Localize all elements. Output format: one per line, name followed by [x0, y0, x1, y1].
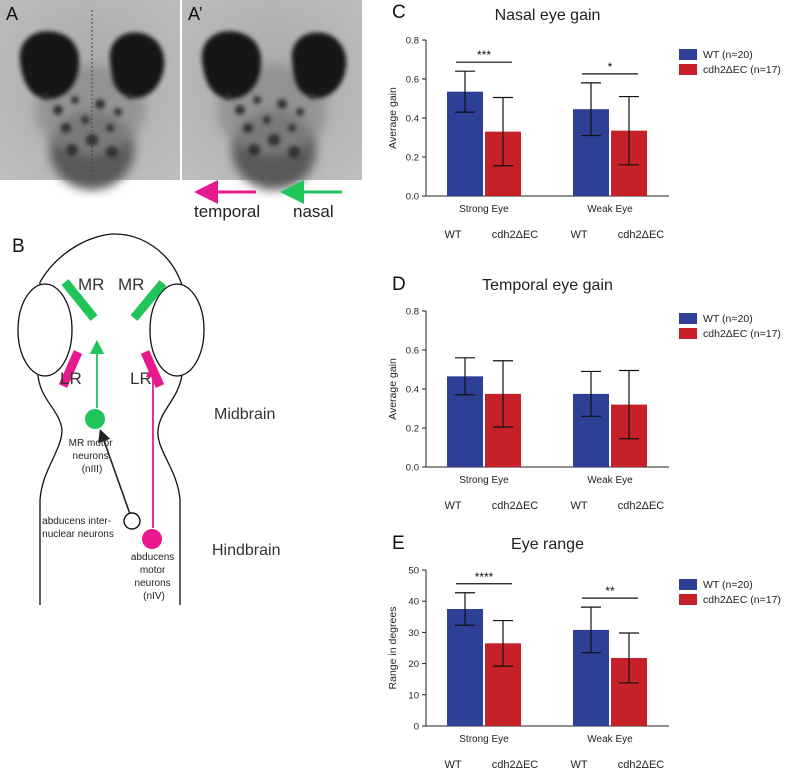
y-tick-label: 30 [408, 628, 419, 639]
y-tick-label: 10 [408, 690, 419, 701]
charts-group: C Nasal eye gain 0.0 0.2 0.4 0.6 0.8 Average ga… [387, 2, 781, 768]
lr-muscle-left [58, 350, 83, 388]
panel-a-prime-image: A’ [182, 0, 362, 190]
group-label: WT [570, 500, 587, 512]
y-tick-label: 40 [408, 597, 419, 608]
left-eye-outline [17, 283, 73, 377]
group-label: cdh2ΔEC [618, 500, 665, 512]
internuclear-arrow-icon [98, 428, 131, 515]
y-tick-label: 0.4 [406, 114, 419, 125]
significance-label: **** [475, 570, 494, 584]
panel-b-schematic: B MR MR LR LR MR motor neurons (nIII) ab… [12, 233, 280, 605]
y-tick-label: 0.6 [406, 346, 419, 357]
panel-label: E [392, 533, 405, 554]
internuclear-neuron-icon [123, 512, 141, 530]
significance-label: *** [477, 48, 491, 62]
category-label: Weak Eye [587, 734, 633, 745]
significance-label: ** [605, 584, 615, 598]
group-label: cdh2ΔEC [492, 500, 539, 512]
group-label: cdh2ΔEC [618, 229, 665, 241]
group-label: WT [570, 759, 587, 768]
panel-a-image: A [0, 0, 180, 190]
nasal-label: nasal [293, 202, 334, 221]
y-tick-label: 0 [414, 722, 419, 733]
temporal-label: temporal [194, 202, 260, 221]
bar [447, 609, 483, 726]
legend-swatch [679, 49, 697, 60]
legend-label: cdh2ΔEC (n=17) [703, 328, 781, 340]
legend-label: cdh2ΔEC (n=17) [703, 64, 781, 76]
group-label: WT [444, 500, 461, 512]
legend-swatch [679, 64, 697, 75]
group-label: cdh2ΔEC [492, 229, 539, 241]
legend-label: WT (n=20) [703, 49, 753, 61]
legend-label: cdh2ΔEC (n=17) [703, 594, 781, 606]
category-label: Strong Eye [459, 475, 509, 486]
significance-label: * [608, 60, 613, 74]
panel-label: C [392, 2, 406, 23]
legend-label: WT (n=20) [703, 579, 753, 591]
chart-title: Temporal eye gain [482, 277, 613, 294]
legend-swatch [679, 594, 697, 605]
legend-swatch [679, 579, 697, 590]
y-tick-label: 0.6 [406, 75, 419, 86]
abducens-motor-neuron-icon [142, 529, 162, 549]
mr-muscle-left [61, 279, 98, 321]
lr-label-left: LR [60, 369, 82, 388]
mr-label-right: MR [118, 275, 144, 294]
panel-label-b: B [12, 236, 25, 257]
chart-e: E Eye range 0 10 20 30 40 50 Range in degrees WT c… [387, 533, 781, 768]
category-label: Strong Eye [459, 734, 509, 745]
abducens-motor-label: abducens motor neurons (nIV) [131, 552, 177, 602]
y-axis-label: Average gain [387, 87, 399, 149]
group-label: cdh2ΔEC [492, 759, 539, 768]
lr-label-right: LR [130, 369, 152, 388]
legend-swatch [679, 313, 697, 324]
chart-title: Nasal eye gain [495, 7, 601, 24]
direction-arrows: temporal nasal [194, 180, 342, 221]
internuclear-label: abducens inter- nuclear neurons [42, 516, 114, 540]
y-tick-label: 0.8 [406, 36, 419, 47]
mr-muscle-right [130, 280, 167, 321]
legend-label: WT (n=20) [703, 313, 753, 325]
legend-swatch [679, 328, 697, 339]
y-tick-label: 0.2 [406, 153, 419, 164]
category-label: Weak Eye [587, 204, 633, 215]
group-label: WT [444, 229, 461, 241]
chart-d: D Temporal eye gain 0.0 0.2 0.4 0.6 0.8 Average… [387, 274, 781, 512]
y-tick-label: 0.8 [406, 307, 419, 318]
right-eye-outline [149, 283, 205, 377]
y-tick-label: 0.0 [406, 463, 419, 474]
hindbrain-label: Hindbrain [212, 542, 280, 559]
y-axis-label: Average gain [387, 358, 399, 420]
chart-title: Eye range [511, 536, 584, 553]
panel-label: D [392, 274, 406, 295]
panel-label-a-prime: A’ [188, 4, 203, 24]
y-tick-label: 0.2 [406, 424, 419, 435]
category-label: Strong Eye [459, 204, 509, 215]
y-tick-label: 50 [408, 566, 419, 577]
panel-label-a: A [6, 4, 18, 24]
y-axis-label: Range in degrees [387, 607, 399, 690]
y-tick-label: 0.4 [406, 385, 419, 396]
group-label: WT [444, 759, 461, 768]
y-tick-label: 20 [408, 659, 419, 670]
chart-c: C Nasal eye gain 0.0 0.2 0.4 0.6 0.8 Average ga… [387, 2, 781, 241]
midbrain-label: Midbrain [214, 406, 275, 423]
group-label: WT [570, 229, 587, 241]
group-label: cdh2ΔEC [618, 759, 665, 768]
category-label: Weak Eye [587, 475, 633, 486]
mr-label-left: MR [78, 275, 104, 294]
mr-motor-neuron-icon [85, 409, 105, 429]
y-tick-label: 0.0 [406, 192, 419, 203]
mr-motor-label: MR motor neurons (nIII) [69, 438, 116, 475]
